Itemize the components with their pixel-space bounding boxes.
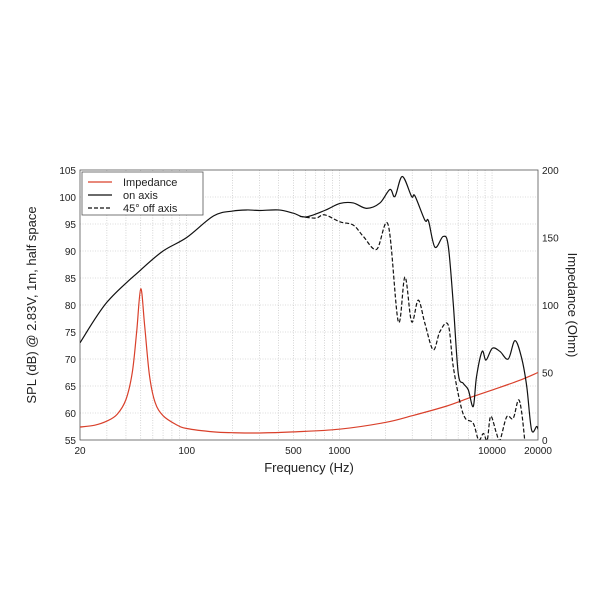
legend: Impedance on axis 45° off axis [81, 171, 204, 216]
y2-tick-label: 100 [542, 301, 559, 312]
legend-label-impedance: Impedance [123, 177, 177, 189]
y-tick-label: 85 [65, 274, 77, 285]
series-line-impedance [80, 288, 538, 434]
series-group [80, 175, 538, 440]
y-tick-label: 90 [65, 247, 77, 258]
y2-tick-label: 0 [542, 436, 548, 447]
x-tick-label: 100 [178, 446, 195, 457]
series-line-on-axis [80, 175, 538, 433]
y2-tick-label: 150 [542, 234, 559, 245]
tick-labels: 55 60 65 70 75 80 85 90 95 100 105 0 50 100 150 200 20 10… [59, 166, 559, 457]
y-tick-label: 105 [59, 166, 76, 177]
y-tick-label: 60 [65, 409, 77, 420]
y-tick-label: 55 [65, 436, 77, 447]
y2-tick-label: 200 [542, 166, 559, 177]
x-tick-label: 10000 [478, 446, 506, 457]
plot-frame [79, 169, 539, 441]
x-tick-label: 20000 [524, 446, 552, 457]
x-tick-label: 1000 [328, 446, 351, 457]
series-line-45-off-axis [299, 214, 526, 440]
y-tick-label: 75 [65, 328, 77, 339]
y-tick-label: 70 [65, 355, 77, 366]
y-tick-label: 65 [65, 382, 77, 393]
y-tick-label: 80 [65, 301, 77, 312]
legend-label-off-axis: 45° off axis [123, 203, 178, 215]
x-tick-label: 500 [285, 446, 302, 457]
y-tick-label: 100 [59, 193, 76, 204]
y-axis-label: SPL (dB) @ 2.83V, 1m, half space [24, 206, 39, 403]
x-axis-label: Frequency (Hz) [264, 460, 354, 475]
y2-axis-label: Impedance (Ohm) [565, 253, 580, 358]
x-tick-label: 20 [74, 446, 86, 457]
legend-label-on-axis: on axis [123, 190, 158, 202]
y-tick-label: 95 [65, 220, 77, 231]
y2-tick-label: 50 [542, 369, 554, 380]
